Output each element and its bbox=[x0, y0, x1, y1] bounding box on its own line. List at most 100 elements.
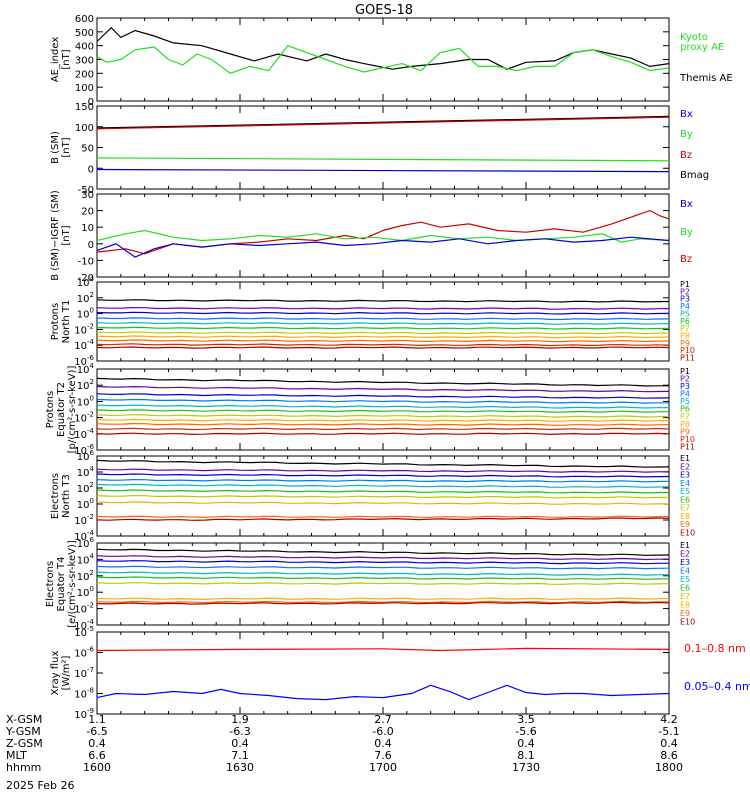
legend-entry: By bbox=[680, 227, 693, 238]
legend-entry: E6 bbox=[680, 583, 690, 592]
y-tick-label: 10-7 bbox=[74, 666, 94, 680]
y-tick-label: 104 bbox=[77, 552, 95, 566]
legend-entry: P8 bbox=[680, 420, 690, 429]
series-line bbox=[96, 582, 670, 586]
legend-entry: P10 bbox=[680, 435, 695, 444]
legend-entry: Bx bbox=[680, 199, 693, 210]
panel-frame bbox=[96, 368, 670, 451]
y-tick-label: 150 bbox=[75, 102, 94, 113]
panel-2: -50 0 50 100 150 B (SM)[nT] Bx By Bz Bmag bbox=[50, 102, 709, 196]
legend-entry: P6 bbox=[680, 317, 690, 326]
x-tick-label: 0.4 bbox=[231, 737, 249, 750]
legend-entry: E2 bbox=[680, 549, 690, 558]
legend-entry: P7 bbox=[680, 412, 690, 421]
y-tick-label: 10-5 bbox=[74, 625, 94, 639]
legend-entry: P4 bbox=[680, 390, 690, 399]
legend-entry: P5 bbox=[680, 309, 690, 318]
series-line bbox=[96, 339, 670, 343]
series-line bbox=[96, 427, 670, 431]
y-tick-label: 200 bbox=[75, 69, 94, 80]
y-tick-label: 20 bbox=[81, 207, 94, 218]
series-line bbox=[96, 600, 670, 604]
y-tick-label: 500 bbox=[75, 28, 94, 39]
series-line bbox=[96, 501, 670, 505]
legend-entry: Bx bbox=[680, 109, 693, 120]
legend-entry: E5 bbox=[680, 487, 690, 496]
y-tick-label: 600 bbox=[75, 14, 94, 25]
series-line bbox=[96, 597, 670, 601]
x-tick-label: 1.9 bbox=[231, 713, 249, 726]
series-line bbox=[96, 385, 670, 393]
x-tick-label: 8.6 bbox=[660, 749, 678, 762]
series-line bbox=[96, 343, 670, 347]
x-tick-label: 2.7 bbox=[374, 713, 392, 726]
legend-entry: P1 bbox=[680, 280, 690, 289]
legend-entry: By bbox=[680, 129, 693, 140]
y-tick-label: 104 bbox=[77, 465, 95, 479]
legend-entry: P9 bbox=[680, 427, 690, 436]
series-line bbox=[96, 404, 670, 409]
legend-entry: P10 bbox=[680, 346, 695, 355]
x-row-label: hhmm bbox=[6, 761, 41, 774]
legend-entry: P3 bbox=[680, 382, 690, 391]
series-line bbox=[96, 483, 670, 488]
series-line bbox=[96, 422, 670, 426]
y-tick-label: 10-6 bbox=[74, 646, 94, 660]
series-line bbox=[96, 560, 670, 565]
legend-entry: Bz bbox=[680, 150, 692, 161]
y-tick-label: 102 bbox=[77, 378, 94, 392]
series-line bbox=[96, 647, 670, 652]
x-tick-label: 1630 bbox=[226, 761, 254, 774]
series-line bbox=[96, 473, 670, 478]
x-tick-label: 7.1 bbox=[231, 749, 249, 762]
series-line bbox=[96, 571, 670, 576]
series-line bbox=[96, 44, 670, 74]
y-axis-label: AE_index[nT] bbox=[50, 37, 72, 83]
legend-entry: E8 bbox=[680, 600, 690, 609]
legend-entry: E1 bbox=[680, 454, 690, 463]
series-line bbox=[96, 168, 670, 173]
legend-entry: Themis AE bbox=[679, 73, 733, 84]
series-line bbox=[96, 306, 670, 310]
y-tick-label: 10 bbox=[81, 223, 94, 234]
y-tick-label: 100 bbox=[77, 394, 94, 408]
panel-frame bbox=[96, 281, 670, 362]
panel-3: -20 -10 0 10 20 30 B (SM)−IGRF (SM)[nT] Bx By Bz bbox=[50, 190, 693, 284]
series-line bbox=[96, 317, 670, 321]
legend-entry: E10 bbox=[680, 617, 695, 626]
y-axis-label: ProtonsEquator T2[p/(cm²-s-sr-keV)] bbox=[45, 366, 78, 454]
legend-entry: E9 bbox=[680, 520, 690, 529]
x-tick-label: 1730 bbox=[512, 761, 540, 774]
legend-entry: P3 bbox=[680, 295, 690, 304]
legend-entry: Kyoto bbox=[680, 32, 708, 43]
legend-entry: P4 bbox=[680, 302, 690, 311]
series-line bbox=[96, 326, 670, 330]
y-tick-label: 10-2 bbox=[74, 513, 94, 527]
legend-entry: E5 bbox=[680, 575, 690, 584]
series-line bbox=[96, 459, 670, 468]
legend-entry: E8 bbox=[680, 512, 690, 521]
x-tick-label: -5.6 bbox=[515, 725, 536, 738]
y-axis-label: ElectronsNorth T3 bbox=[50, 473, 72, 519]
series-line bbox=[96, 478, 670, 483]
series-line bbox=[96, 398, 669, 404]
x-row-label: X-GSM bbox=[6, 713, 42, 726]
panel-frame bbox=[96, 631, 670, 715]
legend-entry: 0.05–0.4 nm bbox=[684, 680, 750, 693]
x-tick-label: 7.6 bbox=[374, 749, 392, 762]
y-tick-label: 104 bbox=[77, 362, 95, 376]
legend-entry: P1 bbox=[680, 367, 690, 376]
y-tick-label: 104 bbox=[77, 275, 95, 289]
y-tick-label: -50 bbox=[78, 185, 94, 196]
chart-title: GOES-18 bbox=[355, 3, 413, 18]
y-tick-label: 100 bbox=[75, 83, 94, 94]
series-line bbox=[96, 555, 670, 561]
series-line bbox=[96, 494, 670, 499]
y-tick-label: 0 bbox=[88, 240, 94, 251]
x-tick-label: 1700 bbox=[369, 761, 397, 774]
